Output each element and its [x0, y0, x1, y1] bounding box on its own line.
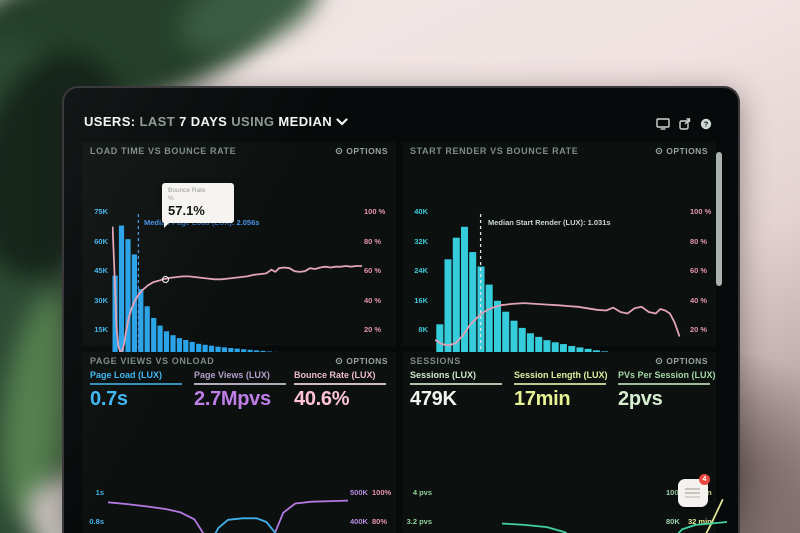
- axis-tick: 40 %: [690, 295, 708, 305]
- axis-tick: 15K: [94, 325, 108, 335]
- axis-tick: 0.8s: [89, 517, 104, 526]
- metric-session-length: Session Length (LUX) 17min: [514, 370, 608, 410]
- hover-point-marker: [162, 276, 169, 283]
- axis-tick: 100%: [372, 488, 392, 497]
- axis-tick: 24K: [414, 266, 428, 276]
- dashboard-filter-dropdown[interactable]: USERS: LAST 7 DAYS USING MEDIAN: [84, 114, 348, 129]
- axis-tick: 20 %: [690, 325, 708, 335]
- panel-title: LOAD TIME VS BOUNCE RATE: [90, 146, 237, 156]
- header-range-label: 7 DAYS: [179, 114, 228, 129]
- y-axis-right: 100 %80 %60 %40 %20 %0 %: [364, 208, 392, 364]
- axis-tick: 32K: [414, 236, 428, 246]
- gear-icon: [335, 357, 343, 365]
- laptop-screen: USERS: LAST 7 DAYS USING MEDIAN ? LOAD T…: [62, 86, 740, 533]
- svg-text:?: ?: [704, 120, 709, 129]
- metric-page-load: Page Load (LUX) 0.7s: [90, 370, 187, 411]
- chevron-down-icon: [336, 117, 348, 126]
- load-time-histogram-chart[interactable]: [111, 214, 364, 369]
- axis-tick: 500K: [350, 488, 368, 497]
- axis-tick: 100K: [666, 488, 684, 497]
- axis-tick: 30K: [94, 295, 108, 305]
- help-icon[interactable]: ?: [700, 118, 712, 130]
- gear-icon: [655, 147, 663, 155]
- metric-sessions: Sessions (LUX) 479K: [410, 370, 507, 411]
- options-button[interactable]: OPTIONS: [655, 146, 708, 156]
- header-last-label: LAST: [139, 114, 176, 129]
- page-views-onload-line-chart[interactable]: [107, 488, 349, 533]
- axis-tick: 400K: [350, 517, 368, 526]
- axis-tick: 4 pvs: [412, 488, 432, 497]
- header-users-label: USERS:: [84, 114, 136, 129]
- axis-tick: 60 %: [690, 266, 708, 276]
- metric-pvs-per-session: PVs Per Session (LUX) 2pvs: [618, 370, 716, 410]
- gear-icon: [655, 357, 663, 365]
- axis-tick: 20 %: [364, 325, 382, 335]
- header-median-label: MEDIAN: [278, 114, 333, 129]
- axis-tick: 100 %: [364, 207, 386, 216]
- axis-tick: 45K: [94, 266, 108, 276]
- axis-tick: 80 %: [364, 236, 382, 246]
- panel-title: PAGE VIEWS VS ONLOAD: [90, 356, 215, 366]
- tooltip-unit: %: [168, 194, 174, 202]
- axis-tick: 80 %: [690, 236, 708, 246]
- axis-tick: 40 %: [364, 295, 382, 305]
- panel-start-render-vs-bounce-rate: START RENDER VS BOUNCE RATE OPTIONS 40K 3…: [402, 142, 716, 420]
- y-axis-right: 100 %80 %60 %40 %20 %0 %: [690, 208, 716, 364]
- start-render-histogram-chart[interactable]: [432, 214, 684, 369]
- tooltip-label: Bounce Rate: [168, 187, 206, 194]
- panel-title: START RENDER VS BOUNCE RATE: [410, 146, 579, 156]
- axis-tick: 80K: [666, 517, 680, 526]
- display-icon[interactable]: [656, 118, 670, 130]
- panel-title: SESSIONS: [410, 356, 461, 366]
- axis-tick: 16K: [414, 295, 428, 305]
- options-button[interactable]: OPTIONS: [335, 146, 388, 156]
- median-annotation: Median Start Render (LUX): 1.031s: [488, 218, 611, 227]
- y-axis-left: 40K32K24K16K8K0: [406, 208, 428, 364]
- axis-tick: 60 %: [364, 266, 382, 276]
- y-axis-right-k: 100K80K60K40K: [666, 489, 686, 533]
- y-axis-right-pct: 100%80%60%40%: [372, 489, 394, 533]
- y-axis-left: 75K60K45K30K15K0: [88, 208, 108, 364]
- y-axis-left: 1s0.8s0.6s0.4s: [82, 489, 104, 533]
- metric-page-views: Page Views (LUX) 2.7Mpvs: [194, 370, 291, 411]
- axis-tick: 8K: [418, 325, 428, 335]
- axis-tick: 1s: [95, 488, 104, 497]
- tooltip-value: 57.1%: [168, 203, 205, 218]
- metric-bounce-rate: Bounce Rate (LUX) 40.6%: [294, 370, 391, 411]
- panel-sessions: SESSIONS OPTIONS Sessions (LUX) 479K Ses…: [402, 352, 728, 533]
- panel-load-time-vs-bounce-rate: LOAD TIME VS BOUNCE RATE OPTIONS 75K 60K 4…: [82, 142, 396, 420]
- panel-page-views-vs-onload: PAGE VIEWS VS ONLOAD OPTIONS Page Load (…: [82, 352, 396, 533]
- sessions-line-chart[interactable]: [501, 488, 728, 533]
- axis-tick: 32 min: [688, 517, 712, 526]
- header-using-label: USING: [231, 114, 275, 129]
- axis-tick: 80%: [372, 517, 388, 526]
- y-axis-right-k: 500K400K300K200K: [350, 489, 370, 533]
- chat-icon: [685, 488, 700, 490]
- notification-badge: 4: [699, 474, 710, 485]
- chart-tooltip: Bounce Rate % 57.1%: [162, 183, 234, 228]
- options-button[interactable]: OPTIONS: [335, 356, 388, 366]
- axis-tick: 60K: [94, 236, 108, 246]
- axis-tick: 40K: [414, 207, 428, 216]
- axis-tick: 3.2 pvs: [406, 517, 432, 526]
- axis-tick: 100 %: [690, 207, 712, 216]
- page-scrollbar[interactable]: [716, 152, 722, 286]
- gear-icon: [335, 147, 343, 155]
- share-export-icon[interactable]: [679, 118, 691, 130]
- axis-tick: 75K: [94, 207, 108, 216]
- options-button[interactable]: OPTIONS: [655, 356, 708, 366]
